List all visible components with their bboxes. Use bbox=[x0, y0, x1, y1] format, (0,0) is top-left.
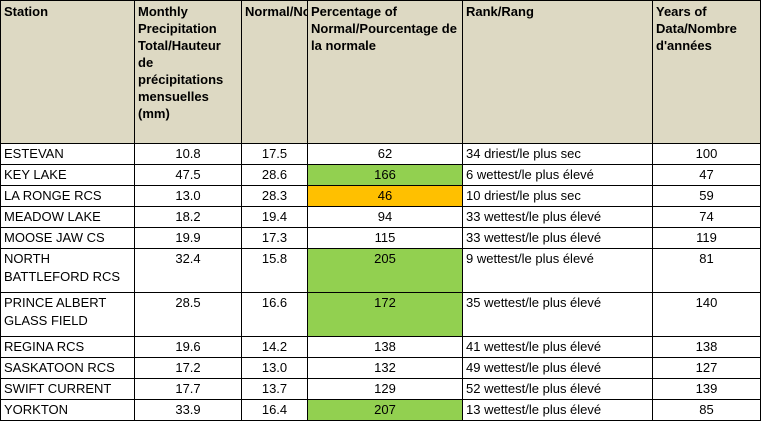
table-row: ESTEVAN 10.8 17.5 62 34 driest/le plus sec 10… bbox=[0, 143, 761, 165]
percentage-cell: 172 bbox=[307, 292, 463, 337]
monthly-total-cell: 19.9 bbox=[134, 227, 242, 249]
station-cell: NORTH BATTLEFORD RCS bbox=[0, 248, 135, 293]
monthly-total-cell: 17.2 bbox=[134, 357, 242, 379]
rank-cell: 10 driest/le plus sec bbox=[462, 185, 653, 207]
station-cell: KEY LAKE bbox=[0, 164, 135, 186]
table-row: PRINCE ALBERT GLASS FIELD 28.5 16.6 172 35 w… bbox=[0, 292, 761, 337]
rank-cell: 34 driest/le plus sec bbox=[462, 143, 653, 165]
years-cell: 47 bbox=[652, 164, 761, 186]
years-cell: 81 bbox=[652, 248, 761, 293]
monthly-total-cell: 28.5 bbox=[134, 292, 242, 337]
years-cell: 127 bbox=[652, 357, 761, 379]
station-cell: YORKTON bbox=[0, 399, 135, 421]
monthly-total-cell: 33.9 bbox=[134, 399, 242, 421]
table-row: MEADOW LAKE 18.2 19.4 94 33 wettest/le plus … bbox=[0, 206, 761, 228]
monthly-total-cell: 47.5 bbox=[134, 164, 242, 186]
rank-cell: 33 wettest/le plus élevé bbox=[462, 227, 653, 249]
rank-cell: 13 wettest/le plus élevé bbox=[462, 399, 653, 421]
station-cell: REGINA RCS bbox=[0, 336, 135, 358]
normal-cell: 15.8 bbox=[241, 248, 308, 293]
years-cell: 74 bbox=[652, 206, 761, 228]
table-row: SWIFT CURRENT 17.7 13.7 129 52 wettest/le pl… bbox=[0, 378, 761, 400]
header-normal: Normal/Normale bbox=[241, 0, 308, 144]
normal-cell: 17.5 bbox=[241, 143, 308, 165]
table-row: LA RONGE RCS 13.0 28.3 46 10 driest/le plus … bbox=[0, 185, 761, 207]
years-cell: 85 bbox=[652, 399, 761, 421]
normal-cell: 28.6 bbox=[241, 164, 308, 186]
rank-cell: 33 wettest/le plus élevé bbox=[462, 206, 653, 228]
percentage-cell: 129 bbox=[307, 378, 463, 400]
monthly-total-cell: 19.6 bbox=[134, 336, 242, 358]
years-cell: 140 bbox=[652, 292, 761, 337]
percentage-cell: 166 bbox=[307, 164, 463, 186]
years-cell: 139 bbox=[652, 378, 761, 400]
station-cell: PRINCE ALBERT GLASS FIELD bbox=[0, 292, 135, 337]
rank-cell: 52 wettest/le plus élevé bbox=[462, 378, 653, 400]
monthly-total-cell: 17.7 bbox=[134, 378, 242, 400]
years-cell: 138 bbox=[652, 336, 761, 358]
table-row: REGINA RCS 19.6 14.2 138 41 wettest/le plus … bbox=[0, 336, 761, 358]
normal-cell: 16.6 bbox=[241, 292, 308, 337]
table-row: SASKATOON RCS 17.2 13.0 132 49 wettest/le pl… bbox=[0, 357, 761, 379]
rank-cell: 9 wettest/le plus élevé bbox=[462, 248, 653, 293]
monthly-total-cell: 13.0 bbox=[134, 185, 242, 207]
percentage-cell: 46 bbox=[307, 185, 463, 207]
monthly-total-cell: 10.8 bbox=[134, 143, 242, 165]
years-cell: 119 bbox=[652, 227, 761, 249]
station-cell: MEADOW LAKE bbox=[0, 206, 135, 228]
table-row: KEY LAKE 47.5 28.6 166 6 wettest/le plus éle… bbox=[0, 164, 761, 186]
table-body: ESTEVAN 10.8 17.5 62 34 driest/le plus sec 10… bbox=[0, 143, 761, 421]
rank-cell: 35 wettest/le plus élevé bbox=[462, 292, 653, 337]
percentage-cell: 132 bbox=[307, 357, 463, 379]
normal-cell: 17.3 bbox=[241, 227, 308, 249]
station-cell: LA RONGE RCS bbox=[0, 185, 135, 207]
years-cell: 59 bbox=[652, 185, 761, 207]
percentage-cell: 94 bbox=[307, 206, 463, 228]
monthly-total-cell: 32.4 bbox=[134, 248, 242, 293]
header-monthly-total: Monthly Precipitation Total/Hauteur de p… bbox=[134, 0, 242, 144]
station-cell: MOOSE JAW CS bbox=[0, 227, 135, 249]
percentage-cell: 207 bbox=[307, 399, 463, 421]
normal-cell: 13.0 bbox=[241, 357, 308, 379]
normal-cell: 19.4 bbox=[241, 206, 308, 228]
percentage-cell: 62 bbox=[307, 143, 463, 165]
header-percentage: Percentage of Normal/Pourcentage de la n… bbox=[307, 0, 463, 144]
table-row: NORTH BATTLEFORD RCS 32.4 15.8 205 9 wettest… bbox=[0, 248, 761, 293]
station-cell: SWIFT CURRENT bbox=[0, 378, 135, 400]
percentage-cell: 115 bbox=[307, 227, 463, 249]
normal-cell: 13.7 bbox=[241, 378, 308, 400]
header-row: Station Monthly Precipitation Total/Haut… bbox=[0, 0, 761, 144]
years-cell: 100 bbox=[652, 143, 761, 165]
rank-cell: 6 wettest/le plus élevé bbox=[462, 164, 653, 186]
monthly-total-cell: 18.2 bbox=[134, 206, 242, 228]
percentage-cell: 138 bbox=[307, 336, 463, 358]
normal-cell: 14.2 bbox=[241, 336, 308, 358]
station-cell: SASKATOON RCS bbox=[0, 357, 135, 379]
header-station: Station bbox=[0, 0, 135, 144]
normal-cell: 16.4 bbox=[241, 399, 308, 421]
station-cell: ESTEVAN bbox=[0, 143, 135, 165]
normal-cell: 28.3 bbox=[241, 185, 308, 207]
table-row: MOOSE JAW CS 19.9 17.3 115 33 wettest/le plu… bbox=[0, 227, 761, 249]
header-years: Years of Data/Nombre d'années bbox=[652, 0, 761, 144]
header-rank: Rank/Rang bbox=[462, 0, 653, 144]
rank-cell: 41 wettest/le plus élevé bbox=[462, 336, 653, 358]
rank-cell: 49 wettest/le plus élevé bbox=[462, 357, 653, 379]
table-row: YORKTON 33.9 16.4 207 13 wettest/le plus éle… bbox=[0, 399, 761, 421]
percentage-cell: 205 bbox=[307, 248, 463, 293]
